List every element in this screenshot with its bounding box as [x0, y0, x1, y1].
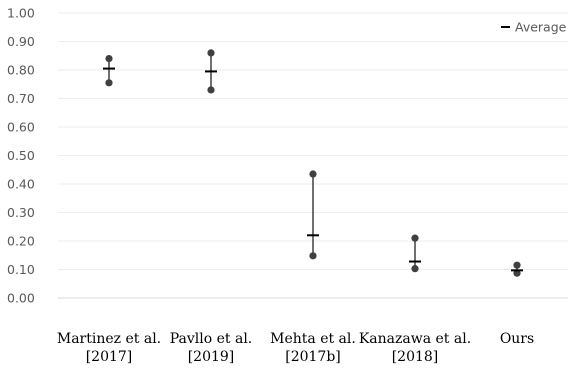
y-tick-label: 0.40	[7, 177, 35, 192]
y-tick-label: 0.80	[7, 63, 35, 78]
x-tick-label: Martinez et al. [2017]	[57, 331, 161, 365]
y-tick-label: 0.10	[7, 262, 35, 277]
gridlines	[58, 12, 568, 270]
x-axis-tick-labels: Martinez et al. [2017] Pavllo et al. [2019]…	[57, 331, 534, 365]
y-tick-label: 0.50	[7, 148, 35, 163]
x-tick-label: Kanazawa et al. [2018]	[359, 331, 471, 365]
min-point	[411, 265, 419, 273]
y-tick-label: 0.00	[7, 291, 35, 306]
y-tick-label: 1.00	[7, 6, 35, 21]
y-tick-label: 0.90	[7, 34, 35, 49]
x-tick-label: Pavllo et al. [2019]	[170, 331, 253, 365]
max-point	[513, 261, 521, 269]
min-point	[513, 269, 521, 277]
max-point	[207, 49, 215, 57]
min-point	[207, 86, 215, 94]
min-point	[105, 79, 113, 87]
max-point	[309, 170, 317, 178]
x-tick-label: Ours	[500, 331, 534, 347]
y-tick-label: 0.30	[7, 205, 35, 220]
min-point	[309, 252, 317, 260]
legend-average-label: Average	[515, 20, 567, 35]
y-tick-label: 0.70	[7, 91, 35, 106]
y-tick-label: 0.60	[7, 120, 35, 135]
x-tick-label: Mehta et al. [2017b]	[270, 331, 356, 365]
legend: Average	[501, 20, 567, 35]
max-point	[411, 234, 419, 242]
data-marks	[103, 49, 523, 277]
y-tick-label: 0.20	[7, 234, 35, 249]
y-axis-tick-labels: 0.00 0.10 0.20 0.30 0.40 0.50 0.60 0.70 0.80 0.90…	[7, 6, 35, 306]
max-point	[105, 55, 113, 63]
